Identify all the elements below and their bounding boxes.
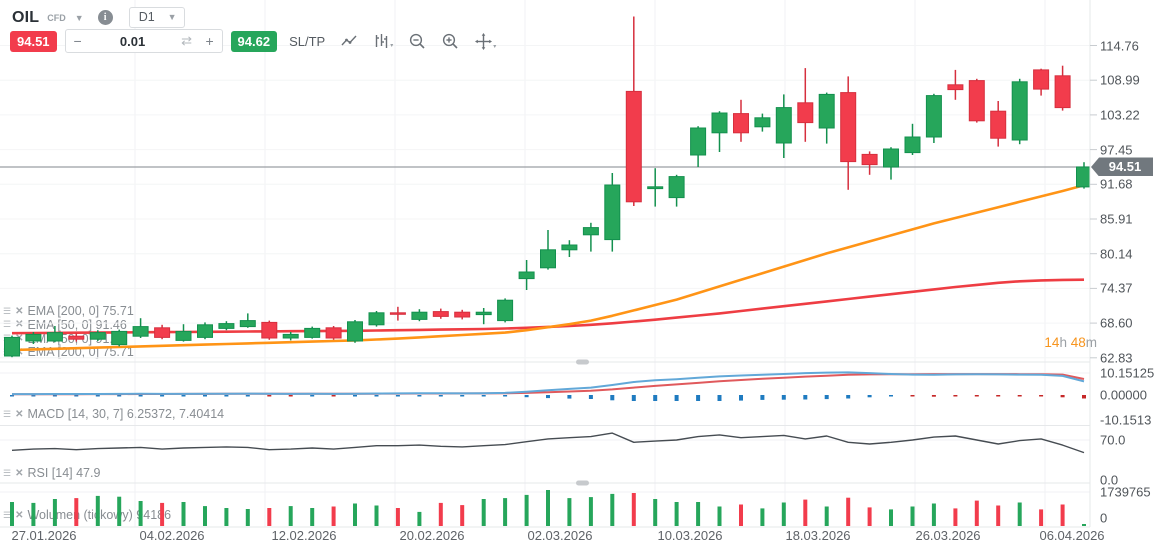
- date-axis-label: 27.01.2026: [11, 528, 77, 541]
- date-axis-label: 04.02.2026: [139, 528, 205, 541]
- zoom-out-icon[interactable]: [409, 33, 426, 50]
- indicator-settings-icon[interactable]: ☰: [3, 319, 12, 330]
- price-axis-label: 80.14: [1100, 246, 1133, 262]
- rsi-axis-label: 70.0: [1100, 432, 1126, 448]
- countdown-hours: 14: [1044, 335, 1060, 350]
- indicator-label-text: MACD [14, 30, 7] 6.25372, 7.40414: [27, 407, 225, 421]
- panel-resize-handle[interactable]: [576, 359, 589, 365]
- rsi-indicator-label: ☰ ✕ RSI [14] 47.9: [3, 466, 100, 480]
- date-axis-label: 12.02.2026: [271, 528, 337, 541]
- volume-axis-label: 1739765: [1100, 484, 1151, 500]
- volume-decrease-button[interactable]: −: [73, 33, 82, 49]
- indicator-close-icon[interactable]: ✕: [15, 319, 24, 331]
- indicator-settings-icon[interactable]: ☰: [3, 509, 12, 520]
- date-axis-label: 20.02.2026: [399, 528, 465, 541]
- price-axis-label: 91.68: [1100, 176, 1133, 192]
- macd-indicator-label: ☰ ✕ MACD [14, 30, 7] 6.25372, 7.40414: [3, 407, 224, 421]
- panel-resize-handle[interactable]: [576, 480, 589, 486]
- buy-price-button[interactable]: 94.62: [230, 30, 278, 52]
- date-axis-label: 18.03.2026: [785, 528, 851, 541]
- indicator-label-text: RSI [14] 47.9: [27, 466, 101, 480]
- line-tools-icon[interactable]: [341, 33, 358, 49]
- chart-style-icon[interactable]: ▾: [374, 33, 393, 49]
- pan-caret-icon: ▾: [493, 43, 497, 50]
- indicator-close-icon[interactable]: ✕: [15, 467, 24, 479]
- indicator-close-icon[interactable]: ✕: [15, 408, 24, 420]
- volume-increase-button[interactable]: +: [205, 33, 214, 49]
- ema-indicator-label: ☰✕EMA [200, 0] 75.71: [3, 304, 134, 318]
- indicator-close-icon[interactable]: ✕: [15, 305, 24, 317]
- chart-style-caret-icon: ▾: [390, 43, 394, 49]
- volume-stepper: − 0.01 ⇄ +: [64, 29, 223, 53]
- indicator-label-text: EMA [200, 0] 75.71: [27, 304, 134, 318]
- indicator-settings-icon[interactable]: ☰: [3, 305, 12, 316]
- symbol-toolbar: OIL CFD ▼ i D1 ▼: [12, 7, 185, 28]
- countdown-hours-unit: h: [1059, 335, 1071, 350]
- date-axis-label: 06.04.2026: [1039, 528, 1105, 541]
- timeframe-caret-icon: ▼: [167, 12, 177, 22]
- date-axis-label: 02.03.2026: [527, 528, 593, 541]
- macd-axis-label: 0.00000: [1100, 387, 1147, 403]
- sltp-button[interactable]: SL/TP: [289, 33, 326, 49]
- timeframe-select[interactable]: D1 ▼: [128, 7, 185, 28]
- indicator-settings-icon[interactable]: ☰: [3, 467, 12, 478]
- candle-countdown-timer: 14h 48m: [1044, 335, 1097, 350]
- rsi-axis-label: 0.0: [1100, 472, 1119, 488]
- symbol-name[interactable]: OIL: [12, 8, 40, 26]
- price-axis-label: 68.60: [1100, 315, 1133, 331]
- ema-indicator-label: ☰✕EMA [50, 0] 91.46: [3, 318, 127, 332]
- price-axis-label: 74.37: [1100, 280, 1133, 296]
- price-axis-label: 97.45: [1100, 142, 1133, 158]
- current-price-tag: 94.51: [1091, 157, 1153, 177]
- price-axis-label: 103.22: [1100, 107, 1140, 123]
- symbol-type-label: CFD: [47, 12, 66, 23]
- indicator-close-icon[interactable]: ✕: [15, 509, 24, 521]
- countdown-minutes-unit: m: [1085, 335, 1097, 350]
- price-axis-label: 62.83: [1100, 350, 1133, 366]
- volume-unit-toggle-icon[interactable]: ⇄: [181, 33, 192, 48]
- info-icon[interactable]: i: [97, 10, 113, 25]
- symbol-dropdown-caret-icon[interactable]: ▼: [74, 12, 84, 23]
- price-axis-label: 108.99: [1100, 72, 1140, 88]
- order-toolbar: 94.51 − 0.01 ⇄ + 94.62 SL/TP ▾ ▾: [10, 29, 496, 53]
- timeframe-value: D1: [138, 10, 155, 24]
- pan-icon[interactable]: ▾: [475, 32, 497, 50]
- sell-price-button[interactable]: 94.51: [10, 30, 57, 52]
- zoom-in-icon[interactable]: [442, 33, 459, 50]
- macd-axis-label: 10.15125: [1100, 365, 1155, 381]
- date-axis-label: 10.03.2026: [657, 528, 723, 541]
- indicator-settings-icon[interactable]: ☰: [3, 408, 12, 419]
- indicator-label-text: EMA [50, 0] 91.46: [27, 317, 127, 332]
- volume-axis-label: 0: [1100, 510, 1108, 526]
- date-axis-label: 26.03.2026: [915, 528, 981, 541]
- countdown-minutes: 48: [1070, 335, 1086, 350]
- volume-input[interactable]: 0.01: [119, 33, 146, 49]
- macd-axis-label: -10.1513: [1100, 412, 1152, 428]
- price-axis-label: 85.91: [1100, 211, 1133, 227]
- price-axis-label: 114.76: [1100, 38, 1139, 53]
